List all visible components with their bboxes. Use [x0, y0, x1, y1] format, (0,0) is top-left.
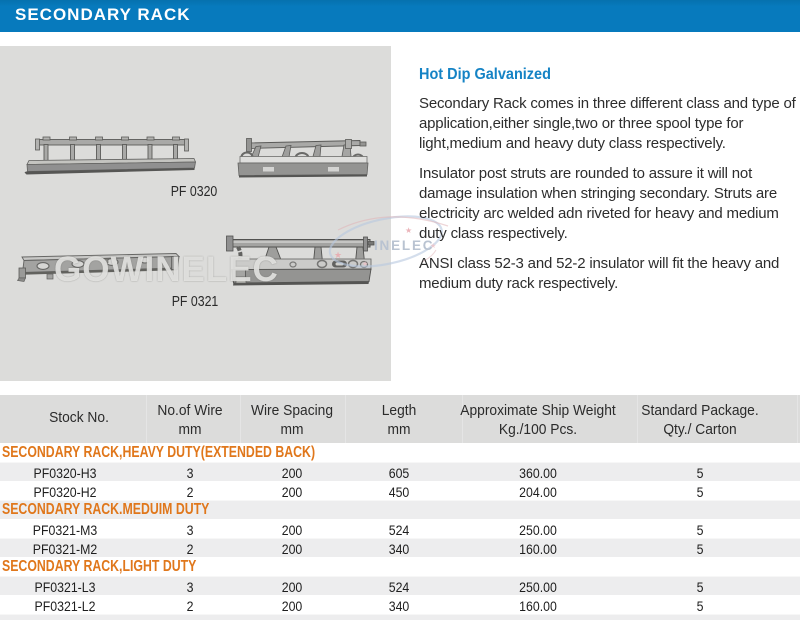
svg-text:INELEC: INELEC	[374, 238, 434, 253]
svg-text:★: ★	[362, 260, 368, 268]
svg-text:★: ★	[430, 242, 436, 250]
svg-text:★: ★	[405, 226, 412, 235]
svg-text:★: ★	[334, 250, 342, 260]
